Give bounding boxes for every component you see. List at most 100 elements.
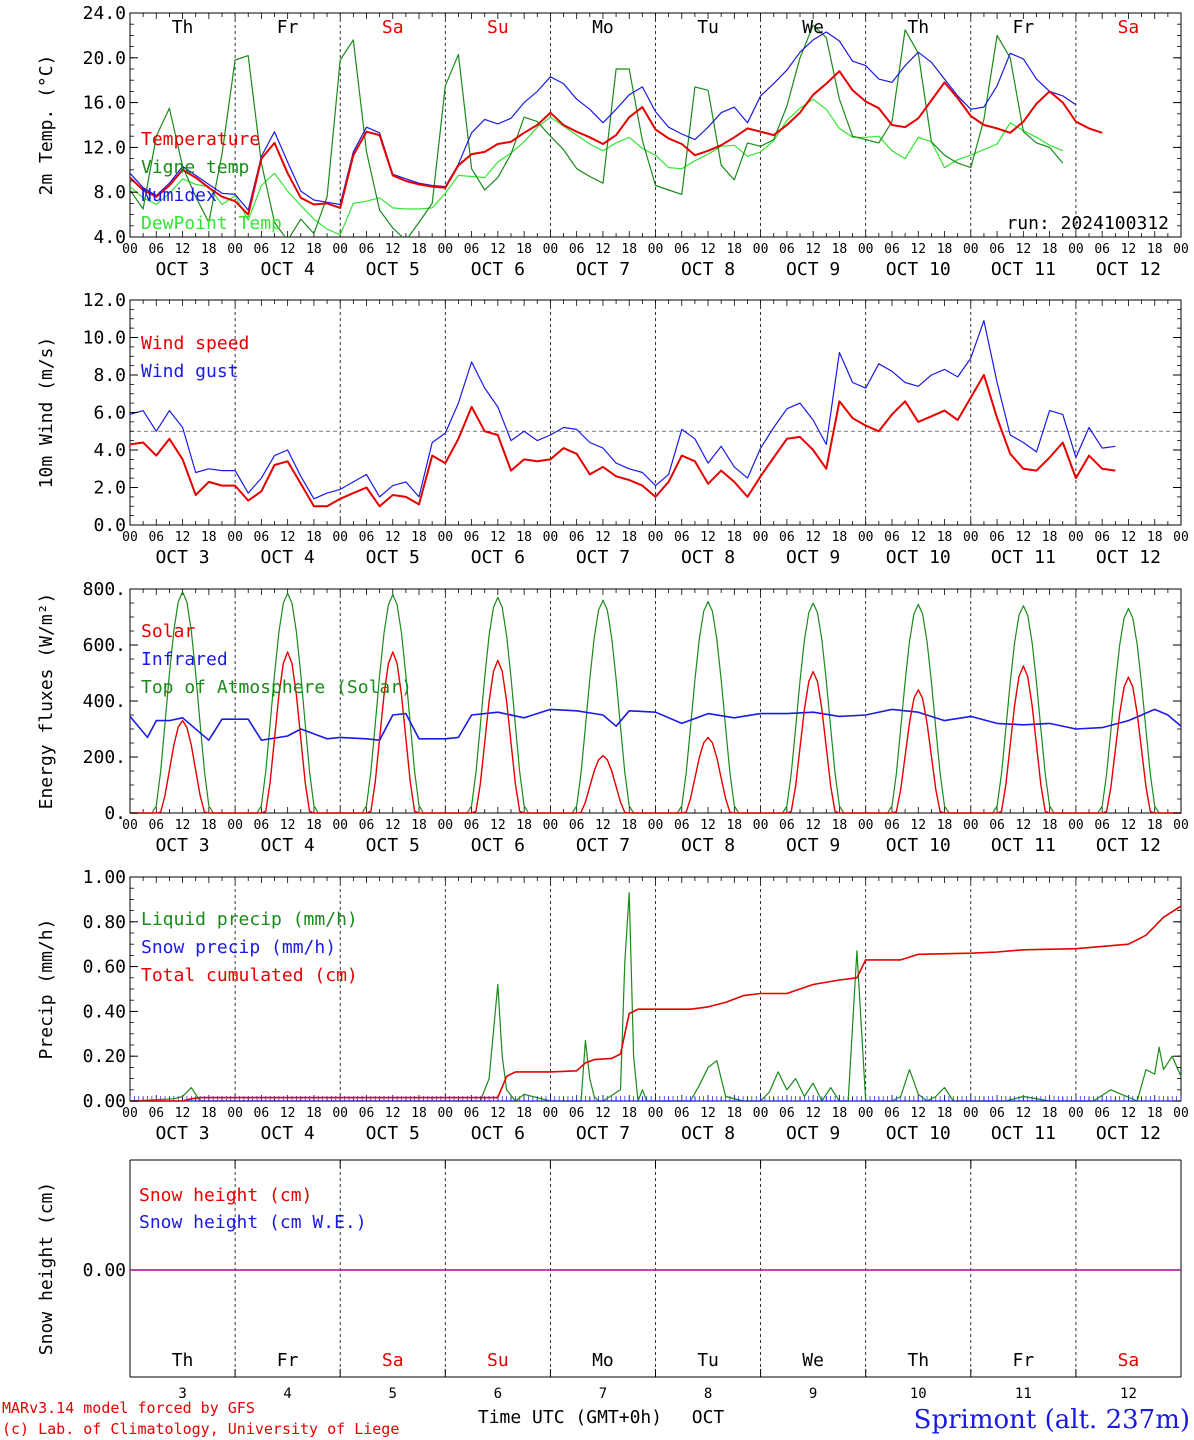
temp-x-labels: 00 06 12 18 OCT 3 00 06 12 18 OCT 4 00 06 12 18 OCT 5 0…	[122, 242, 1189, 280]
day-number: 9	[809, 1386, 817, 1402]
y-tick-label: 200.	[83, 747, 126, 768]
x-tick-label: 06	[569, 242, 585, 257]
x-tick-label: 18	[411, 530, 427, 545]
x-tick-label: 06	[1094, 1106, 1110, 1121]
x-tick-label: 00	[122, 530, 138, 545]
x-tick-label: 18	[516, 242, 532, 257]
x-tick-label: 12	[1016, 1106, 1032, 1121]
footer-lab: (c) Lab. of Climatology, University of L…	[2, 1420, 399, 1438]
x-tick-label: 12	[700, 818, 716, 833]
day-name: We	[802, 1350, 824, 1371]
x-tick-label: 18	[516, 1106, 532, 1121]
x-tick-label: 18	[411, 818, 427, 833]
date-label: OCT 7	[576, 547, 630, 568]
legend-entry: Total cumulated (cm)	[141, 965, 358, 986]
x-tick-label: 18	[306, 530, 322, 545]
x-tick-label: 12	[595, 530, 611, 545]
x-tick-label: 06	[569, 530, 585, 545]
y-tick-label: 6.0	[93, 403, 126, 424]
day-name: Sa	[1118, 1350, 1140, 1371]
date-label: OCT 6	[471, 259, 525, 280]
date-label: OCT 7	[576, 259, 630, 280]
x-tick-label: 18	[306, 1106, 322, 1121]
y-tick-label: 0.40	[83, 1001, 126, 1022]
energy-legend: Solar Infrared Top of Atmosphere (Solar)	[141, 621, 412, 698]
footer-station: Sprimont (alt. 237m)	[914, 1405, 1190, 1435]
x-tick-label: 06	[464, 1106, 480, 1121]
y-tick-label: 0.	[104, 803, 126, 824]
x-tick-label: 18	[832, 818, 848, 833]
date-label: OCT 8	[681, 1123, 735, 1144]
energy-line-solar	[130, 651, 1181, 814]
wind-series	[129, 320, 1116, 508]
date-label: OCT 4	[261, 1123, 315, 1144]
legend-entry: Snow height (cm W.E.)	[139, 1212, 367, 1233]
day-number: 12	[1120, 1386, 1137, 1402]
x-tick-label: 12	[700, 530, 716, 545]
x-tick-label: 06	[884, 1106, 900, 1121]
legend-entry: Wind speed	[141, 333, 249, 354]
legend-entry: Wind gust	[141, 361, 239, 382]
x-tick-label: 12	[175, 818, 191, 833]
legend-entry: Temperature	[141, 129, 260, 150]
temp-y-axis: 4.0 8.0 12.0 16.0 20.0 24.0 2m Temp. (°C)	[36, 3, 1181, 248]
x-tick-label: 18	[201, 242, 217, 257]
day-number: 8	[704, 1386, 712, 1402]
x-tick-label: 00	[227, 530, 243, 545]
date-label: OCT 5	[366, 1123, 420, 1144]
day-name: Th	[172, 17, 194, 38]
x-tick-label: 06	[569, 1106, 585, 1121]
y-tick-label: 400.	[83, 691, 126, 712]
legend-entry: DewPoint Temp	[141, 213, 282, 234]
y-tick-label: 12.0	[83, 290, 126, 311]
y-tick-label: 0.60	[83, 957, 126, 978]
x-tick-label: 18	[411, 242, 427, 257]
x-tick-label: 12	[280, 818, 296, 833]
x-tick-label: 06	[884, 818, 900, 833]
day-name: Fr	[1013, 1350, 1035, 1371]
y-tick-label: 0.00	[83, 1260, 126, 1281]
energy-x-labels: 00 06 12 18 OCT 3 00 06 12 18 OCT 4 00 06 12 18 OCT 5 0…	[122, 818, 1189, 856]
x-tick-label: 18	[726, 242, 742, 257]
x-tick-label: 00	[543, 818, 559, 833]
x-tick-label: 12	[280, 242, 296, 257]
x-tick-label: 00	[858, 818, 874, 833]
day-name: Fr	[1013, 17, 1035, 38]
run-annotation: run: 2024100312	[1006, 213, 1169, 234]
x-tick-label: 12	[490, 1106, 506, 1121]
x-tick-label: 06	[1094, 530, 1110, 545]
day-name: Tu	[697, 17, 719, 38]
x-tick-label: 06	[148, 1106, 164, 1121]
x-tick-label: 06	[674, 242, 690, 257]
precip-line-total	[130, 905, 1182, 1102]
energy-border	[129, 588, 1182, 814]
x-tick-label: 00	[1173, 818, 1189, 833]
x-tick-label: 06	[359, 818, 375, 833]
day-name: Fr	[277, 17, 299, 38]
x-tick-label: 12	[805, 818, 821, 833]
temp-line-2	[130, 31, 1077, 211]
x-tick-label: 18	[1042, 1106, 1058, 1121]
x-tick-label: 18	[306, 818, 322, 833]
precip-y-axis: 0.00 0.20 0.40 0.60 0.80 1.00 Precip (mm/h)	[36, 867, 1181, 1112]
x-tick-label: 00	[227, 1106, 243, 1121]
date-label: OCT 11	[991, 547, 1056, 568]
y-axis-label: Precip (mm/h)	[36, 919, 57, 1060]
day-name: Su	[487, 17, 509, 38]
x-tick-label: 12	[490, 818, 506, 833]
y-tick-label: 8.0	[93, 182, 126, 203]
x-tick-label: 12	[910, 530, 926, 545]
y-axis-label: 2m Temp. (°C)	[36, 55, 57, 196]
x-tick-label: 06	[989, 1106, 1005, 1121]
legend-entry: Snow height (cm)	[139, 1185, 312, 1206]
date-label: OCT 5	[366, 547, 420, 568]
x-tick-label: 06	[674, 818, 690, 833]
x-tick-label: 12	[280, 1106, 296, 1121]
x-tick-label: 12	[175, 530, 191, 545]
temp-series	[130, 24, 1103, 237]
temp-frame	[129, 12, 1182, 238]
x-tick-label: 00	[332, 530, 348, 545]
x-tick-label: 12	[385, 242, 401, 257]
precip-series	[129, 892, 1182, 1102]
